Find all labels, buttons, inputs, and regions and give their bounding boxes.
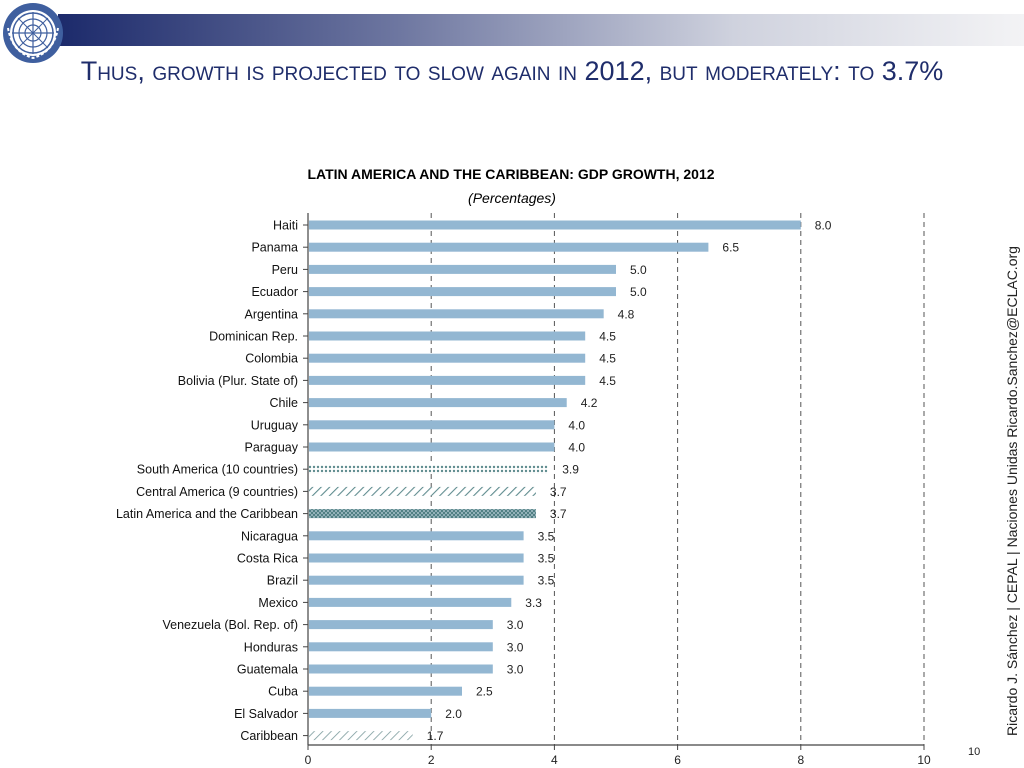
data-label: 3.5	[538, 552, 555, 566]
bar	[309, 575, 524, 585]
bar	[309, 442, 555, 452]
bar	[309, 375, 586, 385]
bar	[309, 708, 432, 718]
data-label: 3.0	[507, 640, 524, 654]
x-tick-label: 4	[551, 753, 558, 767]
slide-title: Thus, growth is projected to slow again …	[80, 56, 944, 86]
bar	[309, 464, 549, 474]
bar	[309, 642, 493, 652]
x-tick-label: 8	[797, 753, 804, 767]
chart-subtitle: (Percentages)	[468, 190, 556, 206]
page-number: 10	[968, 746, 981, 758]
data-label: 5.0	[630, 285, 647, 299]
category-label: Chile	[270, 396, 299, 410]
data-label: 2.5	[476, 685, 493, 699]
category-label: Mexico	[258, 596, 298, 610]
category-label: Ecuador	[251, 285, 298, 299]
data-label: 3.7	[550, 507, 567, 521]
data-label: 4.8	[618, 307, 635, 321]
bar	[309, 264, 616, 274]
x-tick-label: 10	[917, 753, 931, 767]
x-tick-label: 2	[428, 753, 435, 767]
data-label: 4.0	[568, 418, 585, 432]
category-label: Nicaragua	[241, 529, 298, 543]
category-label: Latin America and the Caribbean	[116, 507, 298, 521]
category-label: Caribbean	[240, 729, 298, 743]
title-banner-bar	[58, 14, 1024, 46]
bar	[309, 398, 567, 408]
data-label: 3.3	[525, 596, 542, 610]
category-label: Venezuela (Bol. Rep. of)	[163, 618, 299, 632]
data-label: 3.9	[562, 463, 579, 477]
chart-title: LATIN AMERICA AND THE CARIBBEAN: GDP GRO…	[0, 166, 1024, 182]
category-label: Panama	[251, 241, 298, 255]
category-label: Cuba	[268, 685, 298, 699]
data-label: 1.7	[427, 729, 444, 743]
chart-title-text: LATIN AMERICA AND THE CARIBBEAN: GDP GRO…	[307, 166, 715, 182]
data-label: 3.5	[538, 574, 555, 588]
bar	[309, 731, 413, 741]
bar	[309, 420, 555, 430]
bar	[309, 220, 801, 230]
category-label: Uruguay	[251, 418, 299, 432]
category-label: Bolivia (Plur. State of)	[178, 374, 298, 388]
category-label: Guatemala	[237, 663, 298, 677]
data-label: 4.0	[568, 441, 585, 455]
data-label: 3.0	[507, 618, 524, 632]
data-label: 4.2	[581, 396, 598, 410]
bar	[309, 620, 493, 630]
data-label: 3.5	[538, 529, 555, 543]
data-label: 3.0	[507, 663, 524, 677]
data-label: 4.5	[599, 374, 616, 388]
bar	[309, 686, 462, 696]
bar	[309, 353, 586, 363]
category-label: Colombia	[245, 352, 298, 366]
category-label: Dominican Rep.	[209, 330, 298, 344]
side-credit: Ricardo J. Sánchez | CEPAL | Naciones Un…	[1004, 246, 1020, 736]
bar	[309, 531, 524, 541]
bar	[309, 287, 616, 297]
category-label: Haiti	[273, 219, 298, 233]
data-label: 2.0	[445, 707, 462, 721]
bar	[309, 331, 586, 341]
category-label: El Salvador	[234, 707, 298, 721]
un-emblem-icon	[3, 3, 63, 63]
bar	[309, 309, 604, 319]
category-label: Honduras	[244, 640, 298, 654]
gdp-growth-bar-chart: 8.06.55.05.04.84.54.54.54.24.04.03.93.73…	[116, 213, 931, 767]
category-label: Costa Rica	[237, 552, 298, 566]
category-label: Brazil	[267, 574, 298, 588]
bar	[309, 509, 536, 519]
x-tick-label: 0	[305, 753, 312, 767]
data-label: 4.5	[599, 330, 616, 344]
data-label: 4.5	[599, 352, 616, 366]
bar	[309, 553, 524, 563]
category-label: Paraguay	[244, 441, 298, 455]
category-label: Peru	[272, 263, 298, 277]
category-label: South America (10 countries)	[137, 463, 298, 477]
bar	[309, 597, 512, 607]
bar	[309, 242, 709, 252]
data-label: 5.0	[630, 263, 647, 277]
data-label: 3.7	[550, 485, 567, 499]
data-label: 6.5	[722, 241, 739, 255]
x-tick-label: 6	[674, 753, 681, 767]
data-label: 8.0	[815, 219, 832, 233]
category-label: Argentina	[244, 307, 298, 321]
bar	[309, 486, 536, 496]
bar	[309, 664, 493, 674]
category-label: Central America (9 countries)	[136, 485, 298, 499]
